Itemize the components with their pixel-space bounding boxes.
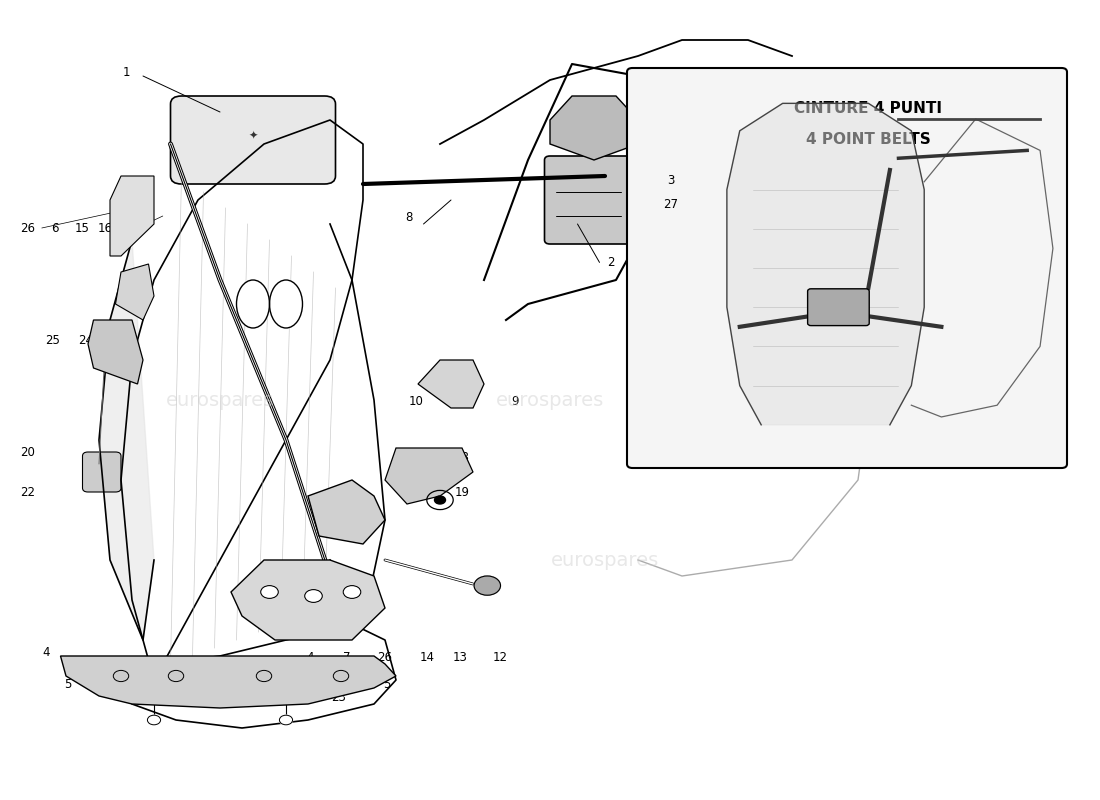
Polygon shape [726,256,803,320]
Polygon shape [60,656,396,708]
Text: 9: 9 [512,395,518,408]
Text: 10: 10 [408,395,424,408]
Circle shape [434,496,446,504]
Text: 20: 20 [20,446,35,458]
Text: 4 POINT BELTS: 4 POINT BELTS [806,133,931,147]
Circle shape [113,670,129,682]
Polygon shape [308,480,385,544]
FancyBboxPatch shape [170,96,336,184]
Polygon shape [88,320,143,384]
Text: 13: 13 [452,651,468,664]
Polygon shape [231,560,385,640]
Text: 3: 3 [668,174,674,187]
Polygon shape [727,103,924,425]
Text: 23: 23 [331,691,346,704]
Text: 22: 22 [20,486,35,498]
Text: 14: 14 [419,651,435,664]
Text: 5: 5 [384,678,390,690]
Circle shape [305,590,322,602]
Text: ✦: ✦ [249,131,257,141]
Circle shape [147,715,161,725]
Text: 27: 27 [663,198,679,211]
Text: 21: 21 [258,691,274,704]
Circle shape [256,670,272,682]
Text: 5: 5 [65,678,72,690]
Text: 24: 24 [78,334,94,346]
Text: 26: 26 [377,651,393,664]
Text: 4: 4 [307,651,314,664]
Polygon shape [418,360,484,408]
FancyBboxPatch shape [82,452,121,492]
Polygon shape [385,448,473,504]
Text: 4: 4 [43,646,50,658]
Polygon shape [99,240,154,640]
Circle shape [343,586,361,598]
Ellipse shape [270,280,302,328]
Polygon shape [110,176,154,256]
Text: 15: 15 [75,222,90,234]
FancyBboxPatch shape [807,289,869,326]
Text: 6: 6 [52,222,58,234]
Text: 19: 19 [454,486,470,498]
Text: 25: 25 [45,334,60,346]
Text: CINTURE 4 PUNTI: CINTURE 4 PUNTI [794,101,943,115]
FancyBboxPatch shape [627,68,1067,468]
Polygon shape [550,96,638,160]
Text: eurospares: eurospares [496,390,604,410]
Circle shape [474,576,500,595]
Text: eurospares: eurospares [551,550,659,570]
Text: 23: 23 [210,691,225,704]
Text: 8: 8 [406,211,412,224]
Circle shape [261,586,278,598]
Text: 7: 7 [343,651,350,664]
Text: 18: 18 [454,451,470,464]
Circle shape [333,670,349,682]
Text: 12: 12 [493,651,508,664]
FancyBboxPatch shape [544,156,632,244]
Text: 17: 17 [120,222,135,234]
Ellipse shape [236,280,270,328]
Text: 1: 1 [123,66,130,78]
Text: 2: 2 [607,256,614,269]
Text: eurospares: eurospares [166,390,274,410]
Text: 11: 11 [454,395,470,408]
Circle shape [168,670,184,682]
Text: 26: 26 [20,222,35,234]
Circle shape [279,715,293,725]
Polygon shape [116,264,154,320]
Text: 16: 16 [98,222,113,234]
